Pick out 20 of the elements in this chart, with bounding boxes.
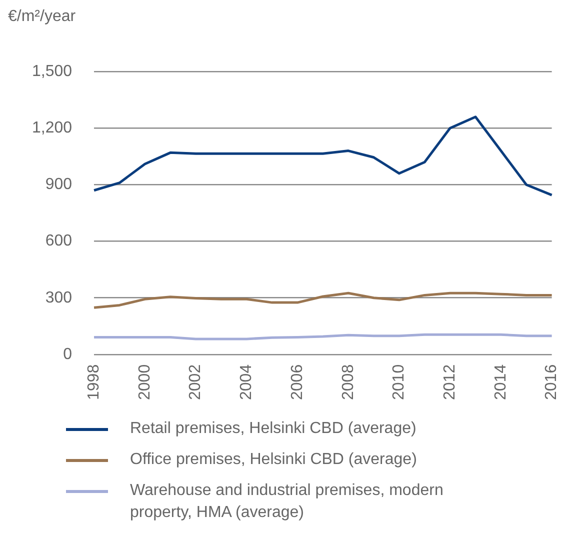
y-axis-title: €/m²/year: [8, 8, 76, 26]
x-tick-label: 2006: [288, 364, 306, 400]
y-tick-label: 300: [45, 289, 72, 306]
legend-label: Retail premises, Helsinki CBD (average): [130, 419, 416, 439]
y-tick-label: 900: [45, 176, 72, 194]
x-tick-label: 2004: [238, 364, 256, 400]
x-tick-label: 2002: [187, 364, 204, 400]
x-tick-label: 2008: [340, 364, 357, 400]
y-tick-label: 1,200: [32, 120, 72, 137]
x-tick-label: 2016: [543, 364, 560, 400]
legend-label: Office premises, Helsinki CBD (average): [130, 450, 417, 470]
x-tick-label: 2014: [492, 364, 510, 400]
y-tick-label: 600: [45, 232, 72, 250]
legend-label: Warehouse and industrial premises, modern property, HMA (average): [130, 481, 444, 523]
x-tick-label: 2012: [441, 364, 458, 400]
y-tick-label: 0: [63, 346, 72, 363]
x-tick-label: 1998: [85, 364, 102, 400]
y-tick-label: 1,500: [32, 63, 72, 80]
x-tick-label: 2000: [136, 364, 154, 400]
x-tick-label: 2010: [390, 364, 408, 400]
